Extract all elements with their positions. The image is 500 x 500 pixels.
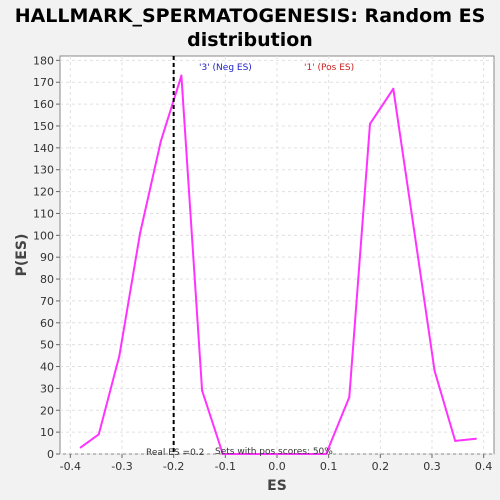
y-tick-label: 50: [40, 339, 54, 352]
data-point: [283, 453, 286, 455]
data-point: [159, 140, 162, 143]
series-line: [80, 74, 477, 455]
y-tick-label: 90: [40, 251, 54, 264]
y-tick-label: 110: [33, 207, 54, 220]
data-point: [201, 389, 204, 392]
y-tick-label: 40: [40, 361, 54, 374]
data-point: [97, 433, 100, 436]
y-tick-label: 170: [33, 76, 54, 89]
data-point: [180, 74, 183, 77]
x-axis-label: ES: [267, 478, 287, 494]
data-point: [325, 453, 328, 455]
y-tick-label: 140: [33, 142, 54, 155]
y-tick-label: 130: [33, 164, 54, 177]
y-tick-label: 120: [33, 186, 54, 199]
axis-ticks: 0 10 20 30 40 50 60 70 80 90 100 110 120 130 140 150 160…: [33, 54, 492, 473]
y-tick-label: 0: [47, 448, 54, 461]
y-tick-label: 180: [33, 54, 54, 67]
x-tick-label: 0.2: [372, 460, 390, 473]
data-point: [412, 227, 415, 230]
x-tick-label: 0.3: [423, 460, 441, 473]
y-tick-label: 100: [33, 229, 54, 242]
data-point: [242, 453, 245, 455]
y-tick-label: 10: [40, 426, 54, 439]
real-es-annotation: Real ES =0.2: [146, 448, 204, 458]
y-tick-label: 30: [40, 382, 54, 395]
legend-pos-es: '1' (Pos ES): [304, 63, 354, 73]
x-tick-label: 0.4: [475, 460, 493, 473]
data-point: [118, 354, 121, 357]
y-tick-label: 20: [40, 404, 54, 417]
y-tick-label: 70: [40, 295, 54, 308]
data-point: [139, 232, 142, 235]
series-layer: [79, 74, 477, 455]
x-tick-label: 0.1: [320, 460, 338, 473]
chart-title-line2: distribution: [187, 29, 313, 51]
data-point: [474, 437, 477, 440]
x-tick-label: -0.3: [111, 460, 132, 473]
data-point: [348, 396, 351, 399]
data-point: [369, 122, 371, 125]
y-axis-label: P(ES): [14, 234, 30, 277]
x-tick-label: -0.2: [163, 460, 184, 473]
pos-scores-annotation: Sets with pos scores: 50%: [215, 447, 333, 457]
chart-title-line1: HALLMARK_SPERMATOGENESIS: Random ES: [15, 5, 486, 27]
x-tick-label: -0.4: [60, 460, 81, 473]
data-point: [263, 453, 266, 455]
data-point: [304, 453, 307, 455]
data-point: [392, 87, 395, 90]
y-tick-label: 160: [33, 98, 54, 111]
y-tick-label: 80: [40, 273, 54, 286]
data-point: [79, 446, 82, 449]
y-tick-label: 150: [33, 120, 54, 133]
legend-neg-es: '3' (Neg ES): [199, 63, 252, 73]
data-point: [433, 369, 436, 372]
x-tick-label: 0.0: [268, 460, 286, 473]
y-tick-label: 60: [40, 317, 54, 330]
data-point: [454, 439, 457, 442]
data-point: [221, 453, 224, 455]
x-tick-label: -0.1: [215, 460, 236, 473]
